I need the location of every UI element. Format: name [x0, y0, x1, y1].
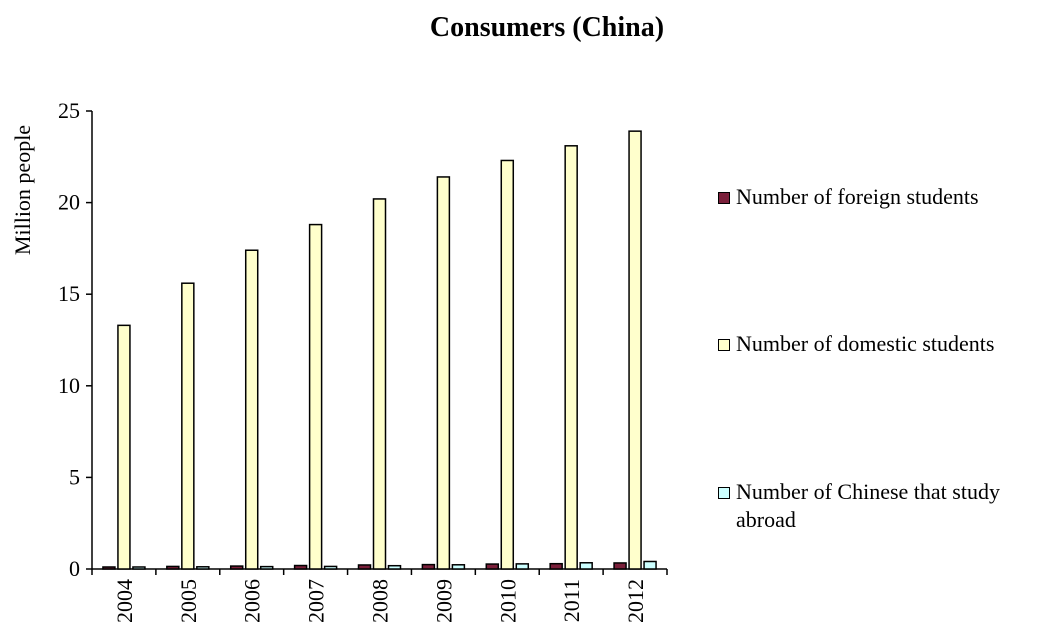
y-tick-label: 5 [69, 464, 80, 489]
bar-2008-series-1 [372, 198, 387, 570]
y-tick-label: 10 [58, 373, 80, 398]
bar-2007-series-1 [308, 223, 323, 570]
bar-2010-series-0 [485, 563, 500, 570]
bar-2010-series-1 [500, 159, 515, 570]
bar-2012-series-2 [643, 560, 657, 570]
x-tick-label: 2008 [368, 579, 393, 623]
x-tick-label: 2011 [559, 579, 584, 622]
bar-2010-series-2 [515, 563, 530, 570]
bar-2009-series-0 [421, 563, 436, 570]
x-tick-label: 2012 [623, 579, 648, 623]
bar-2005-series-1 [181, 282, 195, 570]
x-tick-label: 2006 [240, 579, 265, 623]
bar-2009-series-2 [451, 564, 466, 570]
y-tick-label: 20 [58, 190, 80, 215]
bar-2008-series-0 [357, 564, 372, 570]
bar-2005-series-2 [196, 566, 210, 570]
y-tick-label: 0 [69, 556, 80, 581]
x-tick-label: 2005 [176, 579, 201, 623]
bar-2006-series-1 [244, 249, 259, 570]
y-tick-label: 25 [58, 98, 80, 123]
bar-2005-series-0 [166, 565, 180, 570]
legend-label-study-abroad: Number of Chinese that study abroad [736, 479, 1000, 532]
bar-2012-series-0 [613, 562, 627, 570]
y-tick-label: 15 [58, 281, 80, 306]
x-tick-label: 2004 [112, 579, 137, 623]
legend-swatch-domestic-students [718, 339, 730, 351]
legend-label-domestic-students: Number of domestic students [736, 331, 995, 356]
bar-2011-series-1 [564, 145, 578, 570]
bar-2011-series-0 [549, 562, 563, 570]
bar-2012-series-1 [628, 130, 642, 570]
bar-2009-series-1 [436, 176, 451, 570]
x-tick-label: 2007 [304, 579, 329, 623]
bar-2007-series-0 [293, 564, 308, 570]
bar-2011-series-2 [579, 562, 593, 570]
bar-2008-series-2 [387, 564, 402, 570]
bar-2006-series-0 [229, 565, 244, 570]
legend-item-study-abroad: Number of Chinese that study abroad [718, 478, 1056, 534]
bar-2004-series-2 [132, 566, 146, 570]
bar-2004-series-1 [117, 324, 131, 570]
x-tick-label: 2009 [431, 579, 456, 623]
bar-2006-series-2 [259, 565, 274, 570]
x-tick-label: 2010 [495, 579, 520, 623]
legend-swatch-foreign-students [718, 192, 730, 204]
legend-item-foreign-students: Number of foreign students [718, 183, 1056, 211]
y-axis-label: Million people [10, 125, 35, 255]
legend-item-domestic-students: Number of domestic students [718, 330, 1056, 358]
bar-2004-series-0 [102, 566, 116, 570]
legend-label-foreign-students: Number of foreign students [736, 184, 979, 209]
bar-2007-series-2 [323, 565, 338, 570]
legend-swatch-study-abroad [718, 487, 730, 499]
chart-title: Consumers (China) [429, 12, 665, 43]
